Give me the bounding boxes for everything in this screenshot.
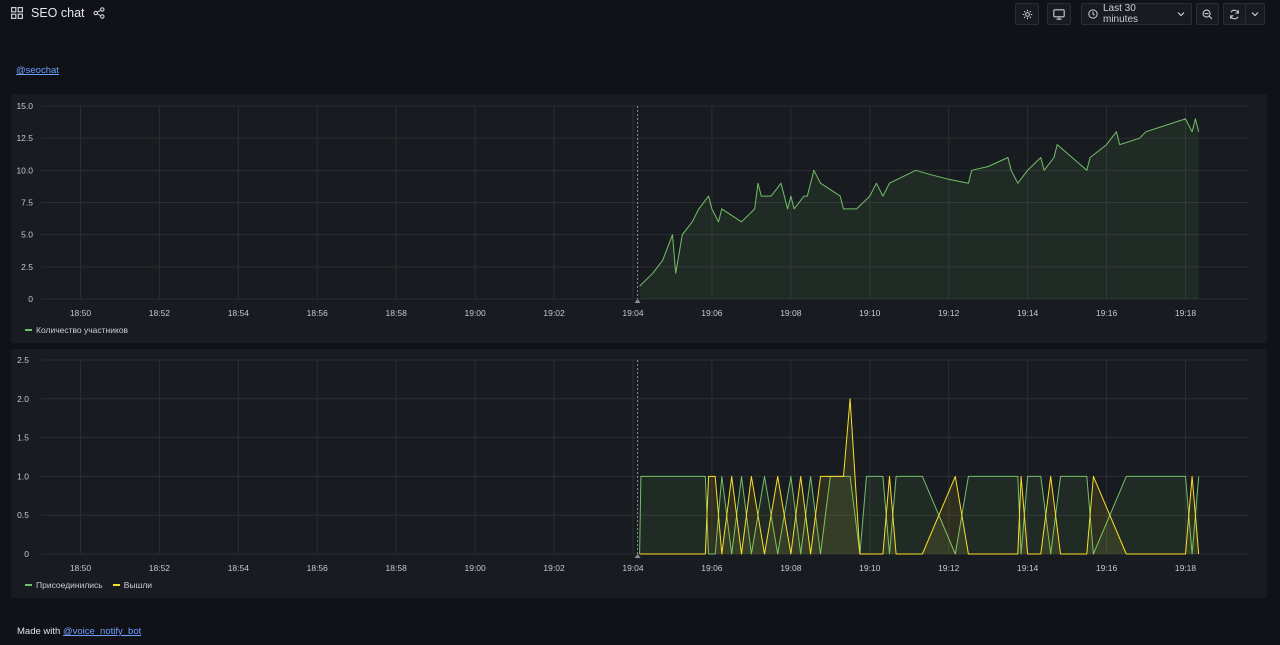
series-line-0	[639, 118, 1200, 287]
joined-left-legend: Присоединились Вышли	[25, 580, 152, 590]
x-tick-label: 18:50	[70, 563, 92, 573]
y-tick-label: 15.0	[16, 101, 33, 111]
legend-swatch-green	[25, 584, 32, 586]
x-tick-label: 19:00	[464, 308, 486, 318]
refresh-interval-dropdown[interactable]	[1245, 3, 1265, 25]
x-tick-label: 18:54	[228, 308, 250, 318]
y-tick-label: 0.5	[17, 510, 29, 520]
members-panel: 15.0 12.5 10.0 7.5 5.0 2.5 0 18:50 18:52 18:54 18:…	[11, 94, 1267, 343]
legend-item-members[interactable]: Количество участников	[25, 325, 128, 335]
x-tick-label: 19:06	[701, 563, 723, 573]
x-tick-label: 18:58	[386, 308, 408, 318]
y-tick-label: 2.5	[17, 355, 29, 365]
y-tick-label: 7.5	[21, 198, 33, 208]
legend-swatch-green	[25, 329, 32, 331]
x-tick-label: 18:54	[228, 563, 250, 573]
x-tick-label: 19:08	[780, 563, 802, 573]
x-tick-label: 19:14	[1017, 308, 1039, 318]
legend-label-left: Вышли	[123, 580, 153, 590]
y-tick-label: 2.0	[17, 394, 29, 404]
x-tick-label: 19:04	[622, 308, 644, 318]
annotation-marker	[634, 554, 641, 558]
x-tick-label: 18:52	[149, 563, 171, 573]
x-tick-label: 18:56	[307, 563, 329, 573]
series-area-0	[639, 476, 1199, 554]
refresh-icon	[1229, 9, 1240, 20]
series-line-1	[639, 398, 1200, 555]
x-tick-label: 18:58	[386, 563, 408, 573]
voice-notify-bot-link[interactable]: @voice_notify_bot	[62, 626, 142, 637]
legend-swatch-yellow	[112, 584, 120, 586]
y-tick-label: 0	[28, 294, 33, 304]
gear-icon	[1022, 9, 1033, 20]
refresh-button[interactable]	[1223, 3, 1246, 25]
y-tick-label: 1.0	[17, 471, 29, 481]
x-tick-label: 19:08	[780, 308, 802, 318]
dashboard-grid-icon[interactable]	[11, 7, 23, 19]
zoom-out-icon	[1202, 9, 1213, 20]
x-tick-label: 19:14	[1017, 563, 1039, 573]
legend-item-left[interactable]: Вышли	[112, 580, 153, 590]
members-legend: Количество участников	[25, 325, 128, 335]
clock-icon	[1088, 9, 1098, 19]
annotation-marker	[634, 299, 641, 303]
x-tick-label: 19:18	[1175, 563, 1197, 573]
x-tick-label: 19:02	[543, 308, 565, 318]
series-line-0	[639, 475, 1200, 555]
footer: Made with @voice_notify_bot	[17, 626, 141, 637]
chevron-down-icon	[1177, 11, 1185, 17]
legend-label-joined: Присоединились	[36, 580, 103, 590]
seochat-link[interactable]: @seochat	[16, 65, 59, 76]
legend-item-joined[interactable]: Присоединились	[25, 580, 103, 590]
x-tick-label: 18:50	[70, 308, 92, 318]
zoom-out-button[interactable]	[1196, 3, 1219, 25]
x-tick-label: 19:10	[859, 563, 881, 573]
series-area-1	[639, 398, 1199, 554]
series-area-0	[639, 118, 1199, 300]
chevron-down-icon	[1251, 11, 1259, 17]
top-bar: SEO chat Last 30 minutes	[0, 0, 1280, 30]
y-tick-label: 1.5	[17, 433, 29, 443]
share-icon[interactable]	[92, 7, 105, 19]
members-chart[interactable]: 15.0 12.5 10.0 7.5 5.0 2.5 0 18:50 18:52 18:54 18:…	[11, 94, 1267, 343]
legend-label-members: Количество участников	[36, 325, 129, 335]
x-tick-label: 18:52	[149, 308, 171, 318]
x-tick-label: 19:18	[1175, 308, 1197, 318]
x-tick-label: 19:16	[1096, 563, 1118, 573]
x-tick-label: 18:56	[307, 308, 329, 318]
y-tick-label: 10.0	[16, 165, 33, 175]
y-tick-label: 12.5	[16, 133, 33, 143]
time-range-picker[interactable]: Last 30 minutes	[1081, 3, 1192, 25]
x-tick-label: 19:06	[701, 308, 723, 318]
y-tick-label: 0	[24, 549, 29, 559]
y-tick-label: 2.5	[21, 262, 33, 272]
time-range-label: Last 30 minutes	[1103, 3, 1139, 25]
x-tick-label: 19:16	[1096, 308, 1118, 318]
dashboard-title[interactable]: SEO chat	[31, 6, 85, 20]
x-tick-label: 19:02	[543, 563, 565, 573]
x-tick-label: 19:12	[938, 563, 960, 573]
joined-left-panel: 2.5 2.0 1.5 1.0 0.5 0 18:50 18:52 18:54 18:56 18:5…	[11, 349, 1267, 598]
joined-left-chart[interactable]: 2.5 2.0 1.5 1.0 0.5 0 18:50 18:52 18:54 18:56 18:5…	[11, 349, 1267, 598]
x-tick-label: 19:10	[859, 308, 881, 318]
y-tick-label: 5.0	[21, 230, 33, 240]
dashboard-settings-button[interactable]	[1015, 3, 1039, 25]
x-tick-label: 19:00	[464, 563, 486, 573]
dashboard-title-area: SEO chat	[11, 6, 105, 20]
footer-prefix: Made with	[17, 626, 61, 637]
x-tick-label: 19:12	[938, 308, 960, 318]
view-mode-button[interactable]	[1047, 3, 1071, 25]
monitor-icon	[1053, 8, 1065, 20]
x-tick-label: 19:04	[622, 563, 644, 573]
